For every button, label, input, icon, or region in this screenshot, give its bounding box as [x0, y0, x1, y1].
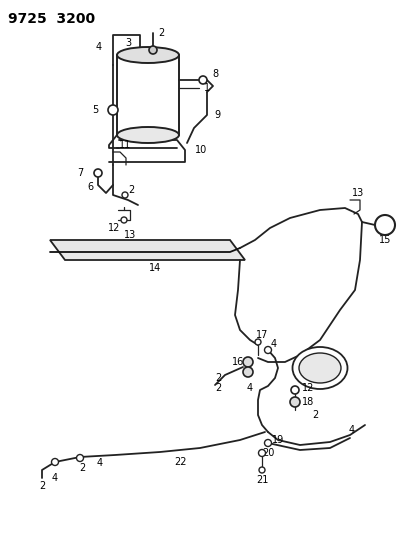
Text: 9725  3200: 9725 3200 [8, 12, 95, 26]
Text: 9: 9 [214, 110, 220, 120]
Text: 2: 2 [79, 463, 85, 473]
Text: 10: 10 [195, 145, 207, 155]
Circle shape [149, 46, 157, 54]
Text: 12: 12 [108, 223, 120, 233]
Circle shape [259, 467, 265, 473]
Circle shape [199, 76, 207, 84]
Text: 14: 14 [149, 263, 161, 273]
Ellipse shape [293, 347, 347, 389]
Text: 6: 6 [87, 182, 93, 192]
Circle shape [255, 339, 261, 345]
Text: 17: 17 [256, 330, 268, 340]
Circle shape [243, 357, 253, 367]
Text: 21: 21 [256, 475, 268, 485]
Circle shape [94, 169, 102, 177]
Ellipse shape [299, 353, 341, 383]
Circle shape [291, 386, 299, 394]
Text: 22: 22 [174, 457, 186, 467]
Text: 16: 16 [232, 357, 244, 367]
Circle shape [108, 105, 118, 115]
Text: 2: 2 [128, 185, 134, 195]
Text: 19: 19 [272, 435, 284, 445]
Text: 2: 2 [215, 373, 221, 383]
Circle shape [243, 367, 253, 377]
Text: 18: 18 [302, 397, 314, 407]
Text: 13: 13 [352, 188, 364, 198]
Text: 4: 4 [97, 458, 103, 468]
Text: 12: 12 [302, 383, 314, 393]
Text: 20: 20 [262, 448, 274, 458]
Ellipse shape [117, 47, 179, 63]
Text: 4: 4 [271, 339, 277, 349]
Text: 15: 15 [379, 235, 391, 245]
Text: 1: 1 [204, 83, 210, 93]
Text: 8: 8 [212, 69, 218, 79]
Circle shape [265, 440, 272, 447]
Circle shape [121, 217, 127, 223]
Text: G: G [381, 221, 388, 230]
Text: 4: 4 [247, 383, 253, 393]
Text: 7: 7 [77, 168, 83, 178]
Text: 3: 3 [125, 38, 131, 48]
Text: 2: 2 [312, 410, 318, 420]
Circle shape [265, 346, 272, 353]
Text: 2: 2 [39, 481, 45, 491]
Circle shape [122, 192, 128, 198]
Text: 4: 4 [349, 425, 355, 435]
Text: 2: 2 [215, 383, 221, 393]
Text: 4: 4 [52, 473, 58, 483]
Circle shape [51, 458, 58, 465]
Text: 2: 2 [158, 28, 164, 38]
Text: 11: 11 [119, 140, 131, 150]
Text: 4: 4 [96, 42, 102, 52]
Circle shape [290, 397, 300, 407]
Ellipse shape [117, 127, 179, 143]
Circle shape [76, 455, 83, 462]
Text: 13: 13 [124, 230, 136, 240]
Circle shape [259, 449, 266, 456]
Circle shape [375, 215, 395, 235]
Text: 5: 5 [92, 105, 98, 115]
Polygon shape [50, 240, 245, 260]
